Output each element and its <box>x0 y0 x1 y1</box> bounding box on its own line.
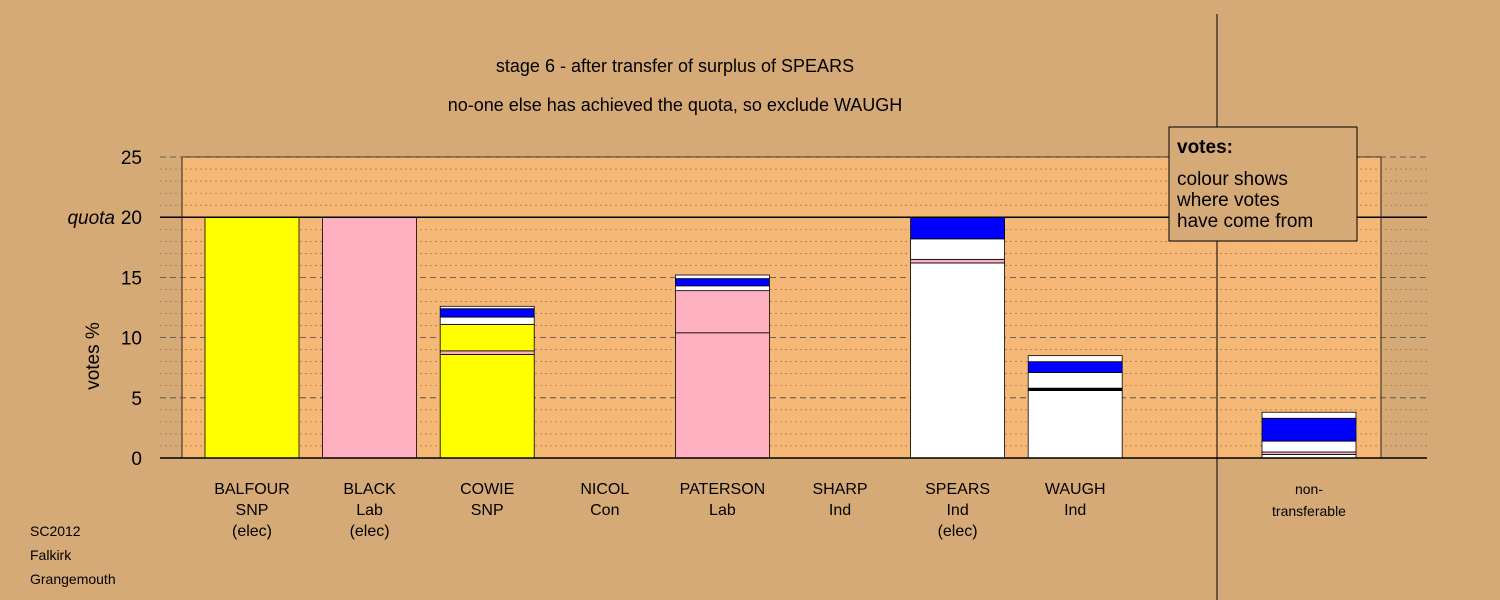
y-tick-label: 25 <box>121 148 142 169</box>
bar-waugh-segment <box>1027 372 1123 389</box>
footer: SC2012 Falkirk Grangemouth <box>30 523 116 587</box>
bar-spears-segment <box>910 238 1005 260</box>
candidate-label-paterson: PATERSON Lab <box>680 481 766 519</box>
candidate-party: Lab <box>709 502 736 519</box>
bar-paterson-segment <box>675 278 770 287</box>
bar-cowie-segment <box>439 350 535 355</box>
candidate-name: NICOL <box>580 481 629 498</box>
bar-paterson-segment <box>675 290 770 334</box>
nontransferable-label-2: transferable <box>1272 503 1346 519</box>
candidate-name: COWIE <box>460 481 514 498</box>
candidate-status: (elec) <box>350 523 390 540</box>
bars <box>204 216 1357 459</box>
candidate-label-black: BLACK Lab (elec) <box>343 481 396 540</box>
legend-box <box>1168 126 1358 242</box>
bar-cowie-segment <box>439 308 535 318</box>
bar-nontransferable <box>1261 411 1357 459</box>
candidate-name: PATERSON <box>680 481 766 498</box>
candidate-status: (elec) <box>232 523 272 540</box>
candidate-party: Ind <box>946 502 968 519</box>
footer-line-2: Falkirk <box>30 547 72 563</box>
bar-nontransferable-segment <box>1261 417 1357 442</box>
legend-line-2: where votes <box>1176 190 1279 211</box>
y-tick-label: 15 <box>121 268 142 289</box>
footer-line-3: Grangemouth <box>30 571 116 587</box>
candidate-label-cowie: COWIE SNP <box>460 481 514 519</box>
bar-waugh <box>1027 355 1123 459</box>
bar-waugh-segment <box>1027 355 1123 363</box>
candidate-labels: BALFOUR SNP (elec) BLACK Lab (elec) COWIE SNP NI… <box>214 481 1105 540</box>
bar-balfour-segment <box>204 216 300 459</box>
legend-heading: votes: <box>1177 137 1233 158</box>
candidate-status: (elec) <box>938 523 978 540</box>
legend-line-1: colour shows <box>1177 169 1288 190</box>
legend: votes: colour shows where votes have com… <box>1168 126 1358 242</box>
footer-line-1: SC2012 <box>30 523 81 539</box>
nontransferable-label: non- transferable <box>1272 481 1346 519</box>
y-tick-labels: 0 5 10 15 20 25 <box>121 148 142 470</box>
nontransferable-label-1: non- <box>1295 481 1323 497</box>
y-tick-label: 0 <box>131 449 142 470</box>
y-axis-label: votes % <box>83 322 104 390</box>
candidate-party: Lab <box>356 502 383 519</box>
candidate-party: SNP <box>471 502 504 519</box>
bar-paterson-segment <box>675 285 770 292</box>
candidate-party: SNP <box>236 502 269 519</box>
bar-spears-segment <box>910 262 1005 459</box>
y-tick-label: 20 <box>121 208 142 229</box>
candidate-label-sharp: SHARP Ind <box>812 481 867 519</box>
chart-subtitle: no-one else has achieved the quota, so e… <box>448 95 903 115</box>
bar-paterson-segment <box>675 332 770 459</box>
candidate-label-waugh: WAUGH Ind <box>1045 481 1106 519</box>
bar-cowie-segment <box>439 316 535 325</box>
bar-spears <box>910 216 1005 459</box>
candidate-name: BLACK <box>343 481 396 498</box>
bar-waugh-segment <box>1027 361 1123 373</box>
bar-cowie <box>439 305 535 459</box>
chart-title: stage 6 - after transfer of surplus of S… <box>496 56 854 76</box>
candidate-party: Ind <box>829 502 851 519</box>
candidate-label-nicol: NICOL Con <box>580 481 629 519</box>
candidate-label-spears: SPEARS Ind (elec) <box>925 481 990 540</box>
bar-spears-segment <box>910 216 1005 240</box>
candidate-label-balfour: BALFOUR SNP (elec) <box>214 481 290 540</box>
y-tick-label: 5 <box>131 389 142 410</box>
bar-paterson-segment <box>675 274 770 280</box>
legend-line-3: have come from <box>1177 211 1313 232</box>
candidate-party: Con <box>590 502 619 519</box>
bar-spears-segment <box>910 258 1005 264</box>
candidate-name: WAUGH <box>1045 481 1106 498</box>
bar-waugh-segment <box>1027 390 1123 459</box>
bar-nontransferable-segment <box>1261 440 1357 453</box>
candidate-name: SHARP <box>812 481 867 498</box>
bar-cowie-segment <box>439 354 535 459</box>
quota-label: quota <box>67 208 115 229</box>
bar-cowie-segment <box>439 323 535 352</box>
bar-black <box>322 216 418 459</box>
bar-nontransferable-segment <box>1261 411 1357 419</box>
candidate-name: SPEARS <box>925 481 990 498</box>
bar-paterson <box>675 274 770 459</box>
candidate-party: Ind <box>1064 502 1086 519</box>
bar-black-segment <box>322 216 418 459</box>
y-tick-label: 10 <box>121 329 142 350</box>
candidate-name: BALFOUR <box>214 481 290 498</box>
bar-cowie-segment <box>439 305 535 310</box>
bar-balfour <box>204 216 300 459</box>
